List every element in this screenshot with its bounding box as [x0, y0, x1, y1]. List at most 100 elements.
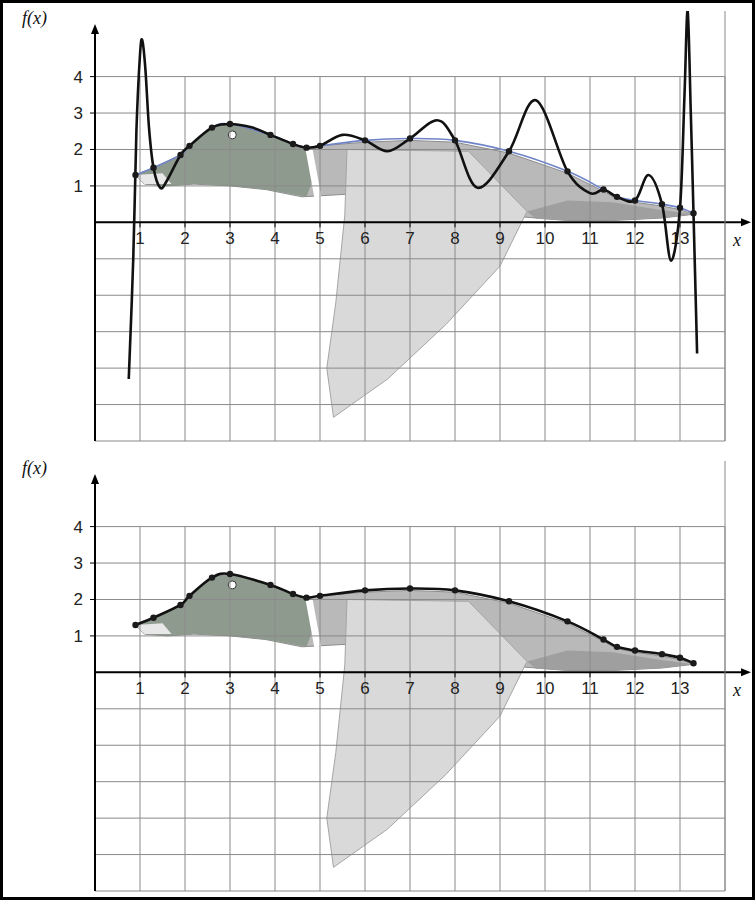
- data-point: [659, 201, 665, 207]
- y-tick: [90, 599, 95, 600]
- grid-line-y: [95, 891, 725, 892]
- x-tick: [500, 672, 501, 677]
- data-point: [632, 647, 638, 653]
- data-point: [290, 141, 296, 147]
- x-tick: [140, 672, 141, 677]
- x-tick-label: 4: [270, 229, 279, 248]
- data-point: [132, 622, 138, 628]
- x-tick-label: 13: [671, 229, 690, 248]
- y-tick-label: 3: [74, 104, 83, 123]
- data-point: [227, 571, 233, 577]
- data-point: [362, 137, 368, 143]
- duck-illustration: [136, 574, 694, 867]
- duck-tail: [527, 651, 694, 671]
- x-tick-label: 1: [135, 229, 144, 248]
- x-tick-label: 8: [450, 229, 459, 248]
- y-tick: [90, 113, 95, 114]
- x-tick: [590, 222, 591, 227]
- x-tick-label: 5: [315, 679, 324, 698]
- data-point: [150, 614, 156, 620]
- x-tick: [410, 222, 411, 227]
- background: [0, 0, 755, 900]
- x-tick: [590, 672, 591, 677]
- data-point: [677, 205, 683, 211]
- range-right: [725, 461, 726, 891]
- grid-line-y: [95, 368, 725, 369]
- x-tick: [365, 222, 366, 227]
- duck-wing: [327, 600, 527, 868]
- y-tick: [90, 563, 95, 564]
- range-top: [95, 11, 725, 12]
- y-axis-title: f(x): [22, 8, 47, 29]
- data-point: [303, 144, 309, 150]
- x-tick: [635, 222, 636, 227]
- x-tick-label: 6: [360, 679, 369, 698]
- curve: [136, 574, 694, 664]
- y-axis-title: f(x): [22, 458, 47, 479]
- x-tick: [230, 222, 231, 227]
- panel-1: 123456789101112131234f(x)x: [22, 458, 751, 891]
- grid-line-y: [95, 113, 725, 114]
- grid-line-y: [95, 331, 725, 332]
- y-tick: [90, 149, 95, 150]
- x-tick-label: 6: [360, 229, 369, 248]
- data-point: [209, 574, 215, 580]
- x-tick: [320, 222, 321, 227]
- data-point: [186, 143, 192, 149]
- data-point: [132, 172, 138, 178]
- x-tick: [545, 222, 546, 227]
- data-point: [362, 587, 368, 593]
- x-tick-label: 7: [405, 679, 414, 698]
- x-axis-title: x: [732, 230, 741, 250]
- x-tick: [545, 672, 546, 677]
- y-tick-label: 2: [74, 590, 83, 609]
- grid-line-y: [95, 404, 725, 405]
- grid: [95, 77, 725, 441]
- x-axis-arrow: [741, 668, 751, 676]
- y-axis-arrow: [91, 24, 99, 34]
- x-tick: [500, 222, 501, 227]
- data: [129, 11, 697, 379]
- x-axis-title: x: [732, 680, 741, 700]
- y-tick-label: 4: [74, 518, 83, 537]
- y-tick-label: 2: [74, 140, 83, 159]
- x-tick: [635, 672, 636, 677]
- x-tick: [455, 222, 456, 227]
- y-tick: [90, 185, 95, 186]
- x-tick: [275, 222, 276, 227]
- x-tick: [320, 672, 321, 677]
- grid-line-y: [95, 149, 725, 150]
- grid-line-y: [95, 526, 725, 527]
- grid-line-y: [95, 441, 725, 442]
- x-tick: [185, 672, 186, 677]
- y-tick-label: 1: [74, 177, 83, 196]
- data-point: [303, 594, 309, 600]
- data-point: [317, 593, 323, 599]
- data-point: [452, 137, 458, 143]
- x-tick-label: 11: [581, 229, 599, 248]
- x-tick-label: 9: [495, 229, 504, 248]
- x-tick-label: 10: [536, 679, 555, 698]
- grid-line-y: [95, 185, 725, 186]
- y-axis-arrow: [91, 474, 99, 484]
- data-point: [186, 593, 192, 599]
- x-tick-label: 9: [495, 679, 504, 698]
- x-tick: [230, 672, 231, 677]
- grid-line-y: [95, 563, 725, 564]
- data-point: [677, 655, 683, 661]
- curve: [136, 124, 694, 214]
- data-point: [690, 210, 696, 216]
- x-tick-label: 11: [581, 679, 599, 698]
- grid-line-y: [95, 745, 725, 746]
- x-tick-label: 12: [626, 229, 645, 248]
- duck-bill: [136, 623, 172, 634]
- grid: [95, 527, 725, 891]
- x-tick-label: 2: [180, 679, 189, 698]
- grid-line-y: [95, 818, 725, 819]
- x-tick-label: 8: [450, 679, 459, 698]
- axes: 123456789101112131234f(x)x: [22, 8, 751, 441]
- duck-eye: [228, 581, 236, 589]
- data-point: [690, 660, 696, 666]
- data-point: [290, 591, 296, 597]
- data-point: [564, 618, 570, 624]
